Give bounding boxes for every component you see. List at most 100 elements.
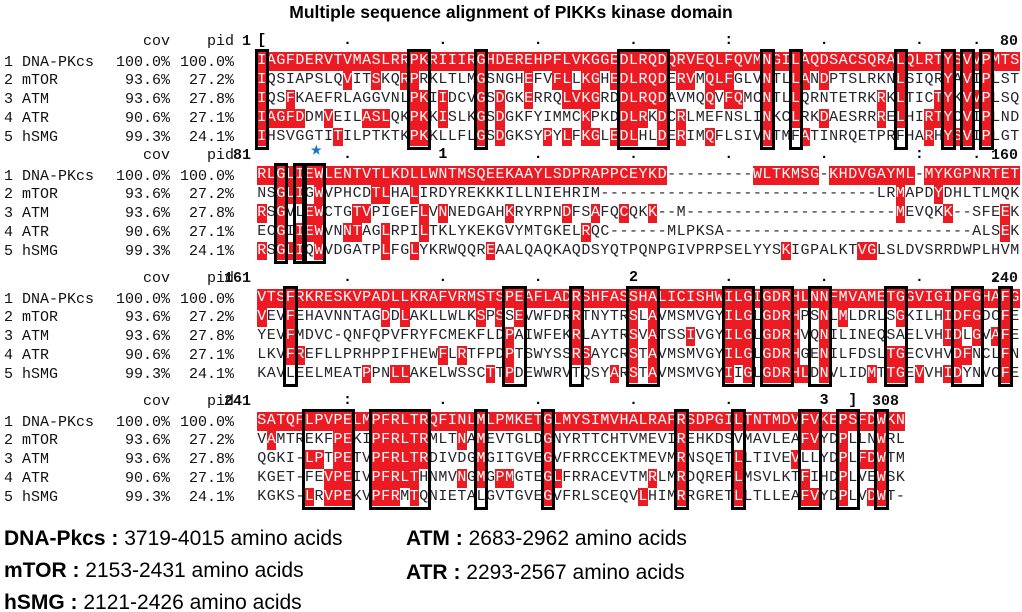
residue: R [886,127,896,145]
residue: R [676,468,686,488]
residue: - [628,222,638,240]
residue: S [371,52,381,71]
residue: L [380,241,391,261]
residue: E [504,52,515,71]
residue: E [648,449,658,467]
residue: G [486,449,496,467]
residue: L [571,222,581,240]
residue: P [371,345,381,363]
residue: R [705,468,715,486]
ruler-mark [467,270,477,285]
residue: M [590,184,600,202]
residue: G [543,222,553,240]
residue: A [914,127,924,145]
residue: - [695,184,705,202]
residue: Y [419,326,429,344]
residue: K [409,289,420,308]
residue: S [972,203,982,221]
residue: S [590,487,600,505]
residue: R [514,52,524,71]
residue: V [257,430,267,448]
residue: G [971,326,982,346]
residue: L [571,70,581,88]
residue: R [390,52,400,71]
star-marker: ★ [310,139,323,162]
residue: R [428,52,439,71]
residue: - [762,222,772,240]
residue: R [409,326,419,344]
residue: Y [457,222,467,240]
ruler-mark [638,393,648,408]
residue: A [628,412,639,431]
ruler-mark [924,270,934,285]
residue: - [953,222,963,240]
residue: F [714,108,724,126]
residue: V [609,412,620,431]
residue: V [466,89,476,107]
residue: R [571,430,581,448]
residue: T [495,364,505,382]
residue: S [257,412,267,431]
ruler-mark [753,393,763,408]
residue: I [457,52,467,71]
residue: G [800,241,810,259]
residue: E [485,166,496,185]
ruler-mark [305,33,315,48]
residue: K [419,307,429,325]
residue: T [724,487,734,505]
residue: G [867,241,877,261]
residue: E [342,412,353,431]
residue: N [810,70,820,88]
ruler-mark [619,270,629,285]
residue: I [543,184,553,202]
residue: S [276,89,286,107]
residue: A [590,345,600,363]
pid-value: 27.1% [188,224,234,242]
residue: L [848,468,858,486]
residue: I [543,108,553,126]
residue: N [457,468,467,488]
residue: N [762,89,772,109]
ruler-mark [410,33,420,48]
residue: K [828,166,839,185]
residue: D [619,52,629,71]
ruler-mark [810,393,820,408]
residue: K [257,487,267,505]
residue: N [648,241,658,259]
residue: V [714,89,724,107]
residue: V [552,487,562,505]
residue: F [533,70,543,88]
residue: I [724,412,734,431]
residue: - [648,184,658,202]
residue: D [953,241,963,259]
residue: Y [257,326,267,344]
residue: K [504,203,515,223]
residue: D [562,289,572,308]
residue: T [886,289,896,308]
residue: Q [428,412,439,431]
ruler-mark [514,270,524,285]
residue: I [362,430,372,448]
ruler-mark [410,270,420,285]
residue: G [971,289,982,308]
residue: R [419,412,429,431]
residue: D [867,412,877,431]
residue: K [648,108,658,126]
residue: K [886,412,896,431]
residue: P [838,449,848,469]
residue: E [905,326,915,344]
residue: I [590,412,601,431]
residue: A [990,289,1001,308]
residue: V [914,289,925,308]
residue: V [323,487,334,507]
residue: H [619,412,629,431]
residue: S [619,289,629,308]
row-label: 4 ATR [4,224,50,242]
ruler-mark [276,393,286,408]
residue: N [809,289,820,308]
residue: S [991,222,1001,240]
residue: R [438,241,448,259]
residue: T [457,487,467,505]
